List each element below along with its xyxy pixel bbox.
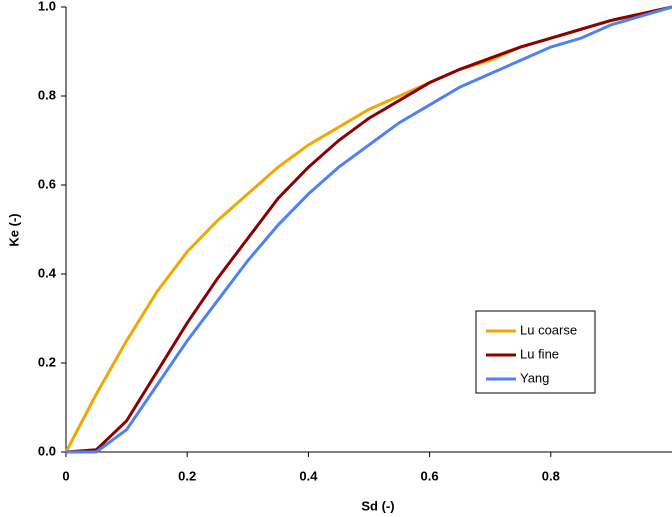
y-tick-label: 0.2 (38, 354, 56, 369)
x-axis-label: Sd (-) (361, 498, 394, 513)
x-tick-label: 0.4 (299, 468, 318, 483)
legend-label: Lu coarse (520, 322, 577, 337)
line-series (65, 5, 672, 454)
legend: Lu coarse Lu fine Yang (475, 310, 596, 394)
line-series (66, 5, 672, 454)
y-tick-label: 0.8 (38, 87, 56, 102)
legend-label: Lu fine (520, 346, 559, 361)
y-tick-label: 1.0 (38, 0, 56, 13)
y-axis-label: Ke (-) (6, 213, 21, 246)
y-tick-label: 0.6 (38, 176, 56, 191)
x-tick-label: 0.8 (542, 468, 560, 483)
y-tick-label: 0.0 (38, 443, 56, 458)
legend-label: Yang (520, 370, 549, 385)
y-tick-label: 0.4 (38, 265, 57, 280)
x-tick-label: 0.6 (421, 468, 439, 483)
x-tick-label: 0 (62, 468, 69, 483)
x-tick-label: 0.2 (178, 468, 196, 483)
